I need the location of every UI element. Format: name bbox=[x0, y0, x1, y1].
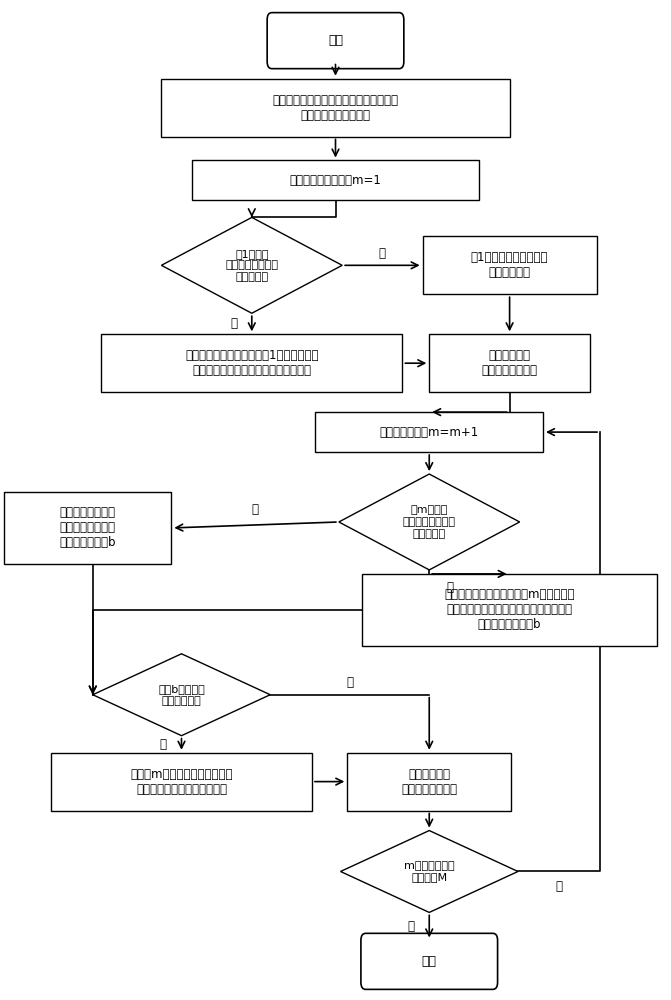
Polygon shape bbox=[93, 654, 270, 736]
Text: 否: 否 bbox=[556, 880, 562, 893]
Text: 根据所述关联矩阵，调整第m个环路支路
集支路开状态，使得仅有一个支路断开，
令断开支路编号为b: 根据所述关联矩阵，调整第m个环路支路 集支路开状态，使得仅有一个支路断开， 令断… bbox=[444, 588, 575, 631]
Text: m是否大于环路
支路集数M: m是否大于环路 支路集数M bbox=[404, 861, 454, 882]
Text: 支路b是否在支
路断开集合中: 支路b是否在支 路断开集合中 bbox=[158, 684, 205, 706]
Text: 将断开支路存
储到支路断开集合: 将断开支路存 储到支路断开集合 bbox=[401, 768, 457, 796]
Text: 是: 是 bbox=[407, 920, 415, 933]
Bar bbox=[101, 334, 403, 392]
Bar bbox=[51, 753, 312, 811]
Bar bbox=[315, 412, 543, 452]
Polygon shape bbox=[339, 474, 519, 570]
Bar bbox=[4, 492, 172, 564]
Text: 否: 否 bbox=[446, 581, 453, 594]
Text: 是: 是 bbox=[252, 503, 258, 516]
Text: 结束: 结束 bbox=[422, 955, 437, 968]
Text: 否: 否 bbox=[346, 676, 353, 689]
Text: 环路支路集序号m=m+1: 环路支路集序号m=m+1 bbox=[380, 426, 479, 439]
Polygon shape bbox=[162, 217, 342, 313]
Text: 第1个环路支路集中随机
打开一条支路: 第1个环路支路集中随机 打开一条支路 bbox=[471, 251, 548, 279]
Text: 否: 否 bbox=[230, 317, 237, 330]
Text: 是: 是 bbox=[160, 738, 167, 751]
Text: 将断开支路存
储到支路断开集合: 将断开支路存 储到支路断开集合 bbox=[482, 349, 537, 377]
Bar bbox=[429, 334, 590, 392]
Text: 令环路支路集的序号m=1: 令环路支路集的序号m=1 bbox=[290, 174, 381, 187]
Bar bbox=[423, 236, 597, 294]
Bar bbox=[347, 753, 511, 811]
Text: 根据微电网所给路参数与网络节点参数，
获取微电网的关联矩阵: 根据微电网所给路参数与网络节点参数， 获取微电网的关联矩阵 bbox=[272, 94, 399, 122]
FancyBboxPatch shape bbox=[361, 933, 498, 989]
Text: 开始: 开始 bbox=[328, 34, 343, 47]
Text: 第m个环路
支路集中是否所有
支路为闭合: 第m个环路 支路集中是否所有 支路为闭合 bbox=[403, 505, 456, 539]
FancyBboxPatch shape bbox=[267, 13, 404, 69]
Text: 是: 是 bbox=[379, 247, 386, 260]
Bar bbox=[362, 574, 657, 646]
Text: 断开第m个环路支路集中不属于
支路断开集合的任意一条支路: 断开第m个环路支路集中不属于 支路断开集合的任意一条支路 bbox=[130, 768, 233, 796]
Bar bbox=[191, 160, 480, 200]
Text: 根据所述关联矩阵，调整第1个环路支路集
中支路开状态，使得仅有一个支路断开: 根据所述关联矩阵，调整第1个环路支路集 中支路开状态，使得仅有一个支路断开 bbox=[185, 349, 319, 377]
Polygon shape bbox=[340, 831, 518, 912]
Text: 第1个环路
支路集中是否所有
支路为闭合: 第1个环路 支路集中是否所有 支路为闭合 bbox=[225, 249, 278, 282]
Text: 在所有开关中随机
打开一条支路，令
断开支路编号为b: 在所有开关中随机 打开一条支路，令 断开支路编号为b bbox=[60, 506, 116, 549]
Bar bbox=[162, 79, 509, 137]
